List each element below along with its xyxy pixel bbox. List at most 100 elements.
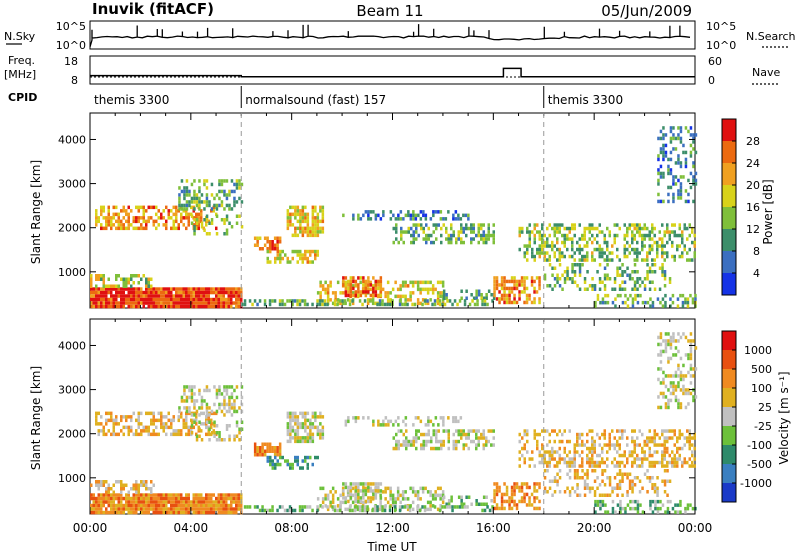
range-gate-cell [92, 507, 95, 511]
range-gate-cell [115, 503, 118, 508]
colorbar-tick-label: -1000 [740, 477, 772, 490]
range-gate-cell [523, 244, 526, 248]
range-gate-cell [601, 247, 604, 252]
range-gate-cell [591, 284, 594, 288]
range-gate-cell [450, 499, 453, 503]
range-gate-cell [208, 200, 211, 204]
range-gate-cell [465, 233, 468, 238]
range-gate-cell [135, 294, 138, 298]
range-gate-cell [195, 216, 198, 220]
range-gate-cell [97, 297, 100, 302]
range-gate-cell [664, 349, 668, 354]
range-gate-cell [311, 425, 315, 430]
range-gate-cell [644, 300, 647, 305]
range-gate-cell [578, 476, 582, 480]
range-gate-cell [122, 223, 125, 227]
range-gate-cell [563, 254, 566, 259]
range-gate-cell [621, 429, 624, 433]
range-gate-cell [681, 432, 684, 437]
range-gate-cell [636, 293, 640, 298]
x-tick-label: 20:00 [577, 521, 612, 535]
range-gate-cell [593, 237, 596, 241]
range-gate-cell [493, 286, 496, 291]
range-gate-cell [195, 218, 199, 222]
range-gate-cell [314, 253, 317, 257]
range-gate-cell [391, 497, 395, 501]
range-gate-cell [102, 287, 105, 291]
range-gate-cell [623, 464, 626, 468]
range-gate-cell [342, 489, 345, 493]
range-gate-cell [220, 294, 223, 298]
range-gate-cell [238, 406, 241, 410]
range-gate-cell [273, 299, 277, 303]
range-gate-cell [666, 450, 669, 454]
nsearch-label: N.Search [746, 30, 796, 43]
range-gate-cell [135, 480, 138, 484]
range-gate-cell [200, 193, 204, 197]
range-gate-cell [659, 335, 663, 340]
range-gate-cell [225, 214, 229, 218]
range-gate-cell [193, 225, 196, 229]
range-gate-cell [669, 185, 673, 190]
range-gate-cell [90, 274, 93, 278]
range-gate-cell [389, 217, 393, 221]
range-gate-cell [379, 279, 383, 284]
range-gate-cell [230, 290, 233, 295]
range-gate-cell [531, 247, 534, 252]
range-gate-cell [266, 256, 269, 261]
range-gate-cell [531, 457, 534, 461]
range-gate-cell [407, 210, 410, 214]
range-gate-cell [603, 493, 607, 497]
range-gate-cell [646, 226, 649, 231]
range-gate-cell [286, 439, 290, 444]
range-gate-cell [195, 507, 198, 511]
range-gate-cell [581, 233, 584, 238]
range-gate-cell [152, 287, 155, 291]
range-gate-cell [417, 416, 420, 420]
range-gate-cell [694, 178, 698, 183]
range-gate-cell [110, 500, 113, 504]
range-gate-cell [561, 432, 564, 437]
range-gate-cell [611, 258, 614, 262]
range-gate-cell [623, 233, 626, 238]
range-gate-cell [92, 304, 95, 309]
range-gate-cell [107, 411, 110, 416]
range-gate-cell [202, 287, 205, 291]
range-gate-cell [227, 294, 230, 298]
range-gate-cell [568, 450, 571, 454]
range-gate-cell [525, 276, 529, 280]
range-gate-cell [202, 411, 205, 416]
range-gate-cell [591, 240, 594, 245]
range-gate-cell [167, 500, 170, 504]
range-gate-cell [132, 432, 135, 437]
range-gate-cell [183, 399, 186, 403]
range-gate-cell [688, 233, 691, 238]
range-gate-cell [140, 226, 143, 231]
range-gate-cell [616, 233, 619, 238]
range-gate-cell [482, 432, 485, 437]
range-gate-cell [155, 297, 158, 302]
colorbar-tick-label: -500 [747, 458, 772, 471]
range-gate-cell [122, 281, 125, 285]
range-gate-cell [152, 297, 155, 302]
range-gate-cell [603, 233, 606, 238]
range-gate-cell [684, 335, 688, 340]
range-gate-cell [556, 223, 559, 227]
range-gate-cell [150, 277, 153, 281]
range-gate-cell [115, 212, 118, 217]
range-gate-cell [411, 302, 414, 307]
range-gate-cell [432, 223, 435, 227]
range-gate-cell [349, 293, 353, 298]
range-gate-cell [441, 500, 445, 505]
range-gate-cell [165, 422, 168, 426]
range-gate-cell [213, 420, 216, 424]
range-gate-cell [374, 492, 378, 497]
range-gate-cell [284, 253, 287, 257]
range-gate-cell [160, 290, 163, 295]
range-gate-cell [178, 203, 181, 208]
range-gate-cell [394, 497, 397, 501]
range-gate-cell [291, 411, 295, 416]
range-gate-cell [185, 415, 188, 419]
range-gate-cell [618, 284, 622, 288]
